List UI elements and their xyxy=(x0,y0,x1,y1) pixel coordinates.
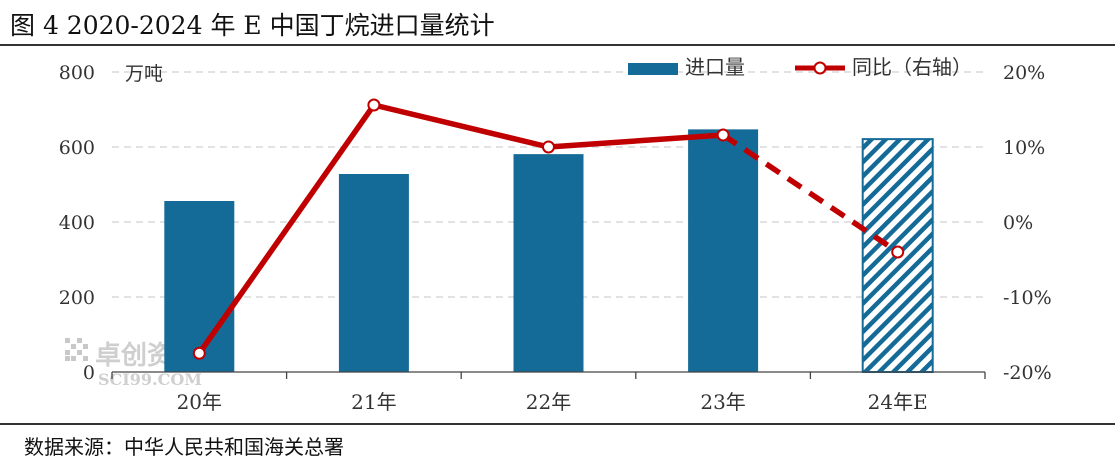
right-tick-label: 20% xyxy=(1003,62,1045,84)
right-tick-label: 0% xyxy=(1003,212,1033,234)
line-series xyxy=(192,98,905,360)
left-tick-label: 0 xyxy=(83,362,95,384)
line-point xyxy=(891,245,905,259)
bar xyxy=(513,154,584,372)
left-tick-label: 200 xyxy=(59,287,95,309)
watermark-logo-cell xyxy=(65,356,70,361)
legend-label-line: 同比（右轴） xyxy=(852,55,972,79)
line-point xyxy=(716,128,730,142)
legend-swatch-marker xyxy=(813,61,827,75)
line-point xyxy=(192,346,206,360)
bar xyxy=(688,129,759,372)
source-note: 数据来源：中华人民共和国海关总署 xyxy=(24,435,344,459)
left-tick-label: 400 xyxy=(59,212,95,234)
legend-swatch-bar xyxy=(628,63,678,75)
left-tick-label: 800 xyxy=(59,62,95,84)
watermark-logo-cell xyxy=(77,338,82,343)
legend: 进口量 同比（右轴） xyxy=(628,55,972,79)
title-bar: 图 4 2020-2024 年 E 中国丁烷进口量统计 xyxy=(0,0,1115,46)
watermark-logo-cell xyxy=(77,350,82,355)
right-tick-label: 10% xyxy=(1003,137,1045,159)
chart-title: 图 4 2020-2024 年 E 中国丁烷进口量统计 xyxy=(10,11,495,40)
line-point xyxy=(542,140,555,154)
bar-series xyxy=(164,129,934,373)
watermark-logo-cell xyxy=(83,344,88,349)
source-bar: 数据来源：中华人民共和国海关总署 xyxy=(0,423,1115,473)
watermark-logo-cell xyxy=(71,344,76,349)
watermark-logo-cell xyxy=(83,356,88,361)
legend-label-bar: 进口量 xyxy=(685,55,745,79)
watermark-logo-cell xyxy=(65,338,70,343)
right-tick-label: -10% xyxy=(1003,287,1052,309)
x-tick-label: 22年 xyxy=(526,390,571,414)
line-segment-dashed xyxy=(721,132,900,255)
watermark-logo-cell xyxy=(65,350,70,355)
x-tick-label: 23年 xyxy=(700,390,745,414)
line-segment-solid xyxy=(196,102,726,356)
x-tick-label: 24年E xyxy=(868,390,928,414)
x-tick-label: 21年 xyxy=(351,390,396,414)
bar xyxy=(164,201,235,372)
left-tick-label: 600 xyxy=(59,137,95,159)
axes: 0 200 400 600 800 -20% -10% 0% 10% 20% 万吨 20年 21年 22年… xyxy=(59,62,1052,414)
watermark-logo-cell xyxy=(71,356,76,361)
left-axis-unit: 万吨 xyxy=(125,63,163,85)
x-tick-label: 20年 xyxy=(177,390,222,414)
bar xyxy=(338,174,409,372)
watermark-domain: SCI99.COM xyxy=(98,370,202,389)
line-point xyxy=(367,98,381,112)
right-tick-label: -20% xyxy=(1003,362,1052,384)
